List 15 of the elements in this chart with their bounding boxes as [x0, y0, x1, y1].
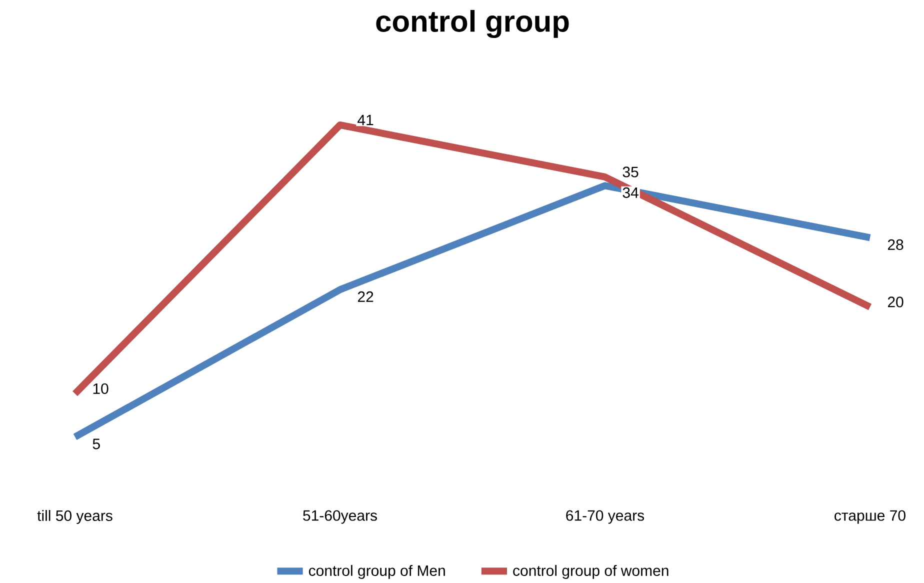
data-label: 20 — [888, 296, 904, 308]
x-tick-label: 61-70 years — [566, 510, 644, 524]
data-label: 35 — [622, 166, 638, 178]
legend-label: control group of Men — [308, 564, 445, 579]
data-label: 41 — [358, 114, 374, 126]
x-tick-label: till 50 years — [37, 510, 112, 524]
chart-title: control group — [376, 10, 569, 38]
data-label: 34 — [622, 187, 638, 198]
data-label: 28 — [888, 239, 904, 250]
x-tick-label: старше 70 — [834, 510, 906, 524]
data-label: 22 — [358, 291, 374, 302]
data-label: 5 — [92, 438, 100, 450]
legend-label: control group of women — [513, 564, 668, 579]
x-tick-label: 51-60years — [303, 510, 377, 524]
data-label: 10 — [93, 383, 108, 394]
